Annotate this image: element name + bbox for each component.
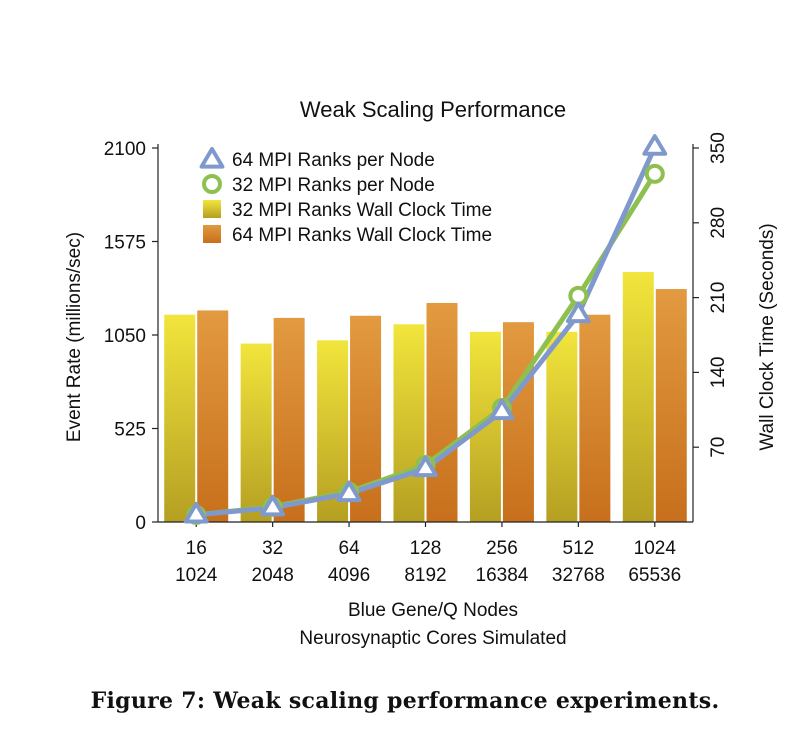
point-64-ranks-2 <box>336 480 362 503</box>
y-tick-label-3: 1575 <box>104 233 146 254</box>
x-tick-label-cores-4: 16384 <box>476 565 529 586</box>
bar-64-ranks-4 <box>502 322 534 522</box>
figure-caption: Figure 7: Weak scaling performance exper… <box>90 688 720 714</box>
chart-title: Weak Scaling Performance <box>300 97 566 122</box>
y2-axis-label: Wall Clock Time (Seconds) <box>757 223 778 450</box>
x-axis-label-2: Neurosynaptic Cores Simulated <box>299 628 566 649</box>
x-tick-label-cores-3: 8192 <box>404 565 446 586</box>
legend-marker-1 <box>202 174 222 194</box>
legend-label-2: 32 MPI Ranks Wall Clock Time <box>232 200 492 221</box>
bar-32-ranks-0 <box>164 314 196 522</box>
legend-marker-3 <box>203 225 221 243</box>
bar-32-ranks-3 <box>393 324 425 522</box>
y2-tick-label-3: 280 <box>708 207 729 239</box>
y2-tick-label-4: 350 <box>708 132 729 164</box>
x-tick-label-nodes-0: 16 <box>186 538 207 559</box>
bar-32-ranks-1 <box>240 343 272 522</box>
x-tick-label-nodes-3: 128 <box>410 538 442 559</box>
point-32-ranks-5 <box>568 285 589 306</box>
point-32-ranks-6 <box>644 163 665 184</box>
x-tick-label-cores-2: 4096 <box>328 565 370 586</box>
lines-layer <box>183 134 668 525</box>
y-tick-label-4: 2100 <box>104 139 146 160</box>
legend-marker-0 <box>199 147 225 169</box>
axes-layer: 0 525 1050 1575 2100 70 140 210 280 350 16 1024 32 20… <box>104 132 729 586</box>
point-64-ranks-3 <box>413 455 438 478</box>
legend-label-1: 32 MPI Ranks per Node <box>232 175 435 196</box>
y-tick-label-1: 525 <box>114 420 146 441</box>
bar-32-ranks-5 <box>546 331 578 522</box>
bar-64-ranks-3 <box>426 302 458 522</box>
x-tick-label-cores-0: 1024 <box>175 565 218 586</box>
weak-scaling-chart: Weak Scaling Performance 0 525 1050 1575 210… <box>64 97 778 649</box>
x-tick-label-cores-5: 32768 <box>552 565 605 586</box>
bar-64-ranks-6 <box>655 289 687 522</box>
point-64-ranks-0 <box>183 501 209 524</box>
x-tick-label-cores-6: 65536 <box>628 565 681 586</box>
y-tick-label-2: 1050 <box>104 326 146 347</box>
point-64-ranks-4 <box>489 398 515 421</box>
point-64-ranks-6 <box>642 134 668 156</box>
y2-tick-label-2: 210 <box>708 282 729 314</box>
y-tick-label-0: 0 <box>135 513 146 534</box>
x-tick-label-nodes-4: 256 <box>486 538 518 559</box>
legend-label-0: 64 MPI Ranks per Node <box>232 150 435 171</box>
bar-64-ranks-1 <box>273 317 305 522</box>
x-tick-label-nodes-1: 32 <box>262 538 283 559</box>
point-64-ranks-5 <box>565 301 591 324</box>
legend-marker-2 <box>203 200 221 218</box>
x-axis-label-1: Blue Gene/Q Nodes <box>348 600 518 621</box>
legend: 64 MPI Ranks per Node 32 MPI Ranks per No… <box>199 147 492 246</box>
bar-64-ranks-5 <box>579 314 611 522</box>
x-tick-label-cores-1: 2048 <box>252 565 294 586</box>
x-tick-label-nodes-2: 64 <box>339 538 361 559</box>
bar-64-ranks-0 <box>197 310 229 522</box>
legend-label-3: 64 MPI Ranks Wall Clock Time <box>232 225 492 246</box>
bar-32-ranks-6 <box>622 271 654 522</box>
x-tick-label-nodes-6: 1024 <box>634 538 677 559</box>
y2-tick-label-0: 70 <box>708 437 729 458</box>
point-64-ranks-1 <box>260 494 286 517</box>
y2-tick-label-1: 140 <box>708 357 729 389</box>
x-tick-label-nodes-5: 512 <box>563 538 595 559</box>
bars-layer <box>164 271 687 522</box>
y-axis-label: Event Rate (millions/sec) <box>64 232 85 442</box>
